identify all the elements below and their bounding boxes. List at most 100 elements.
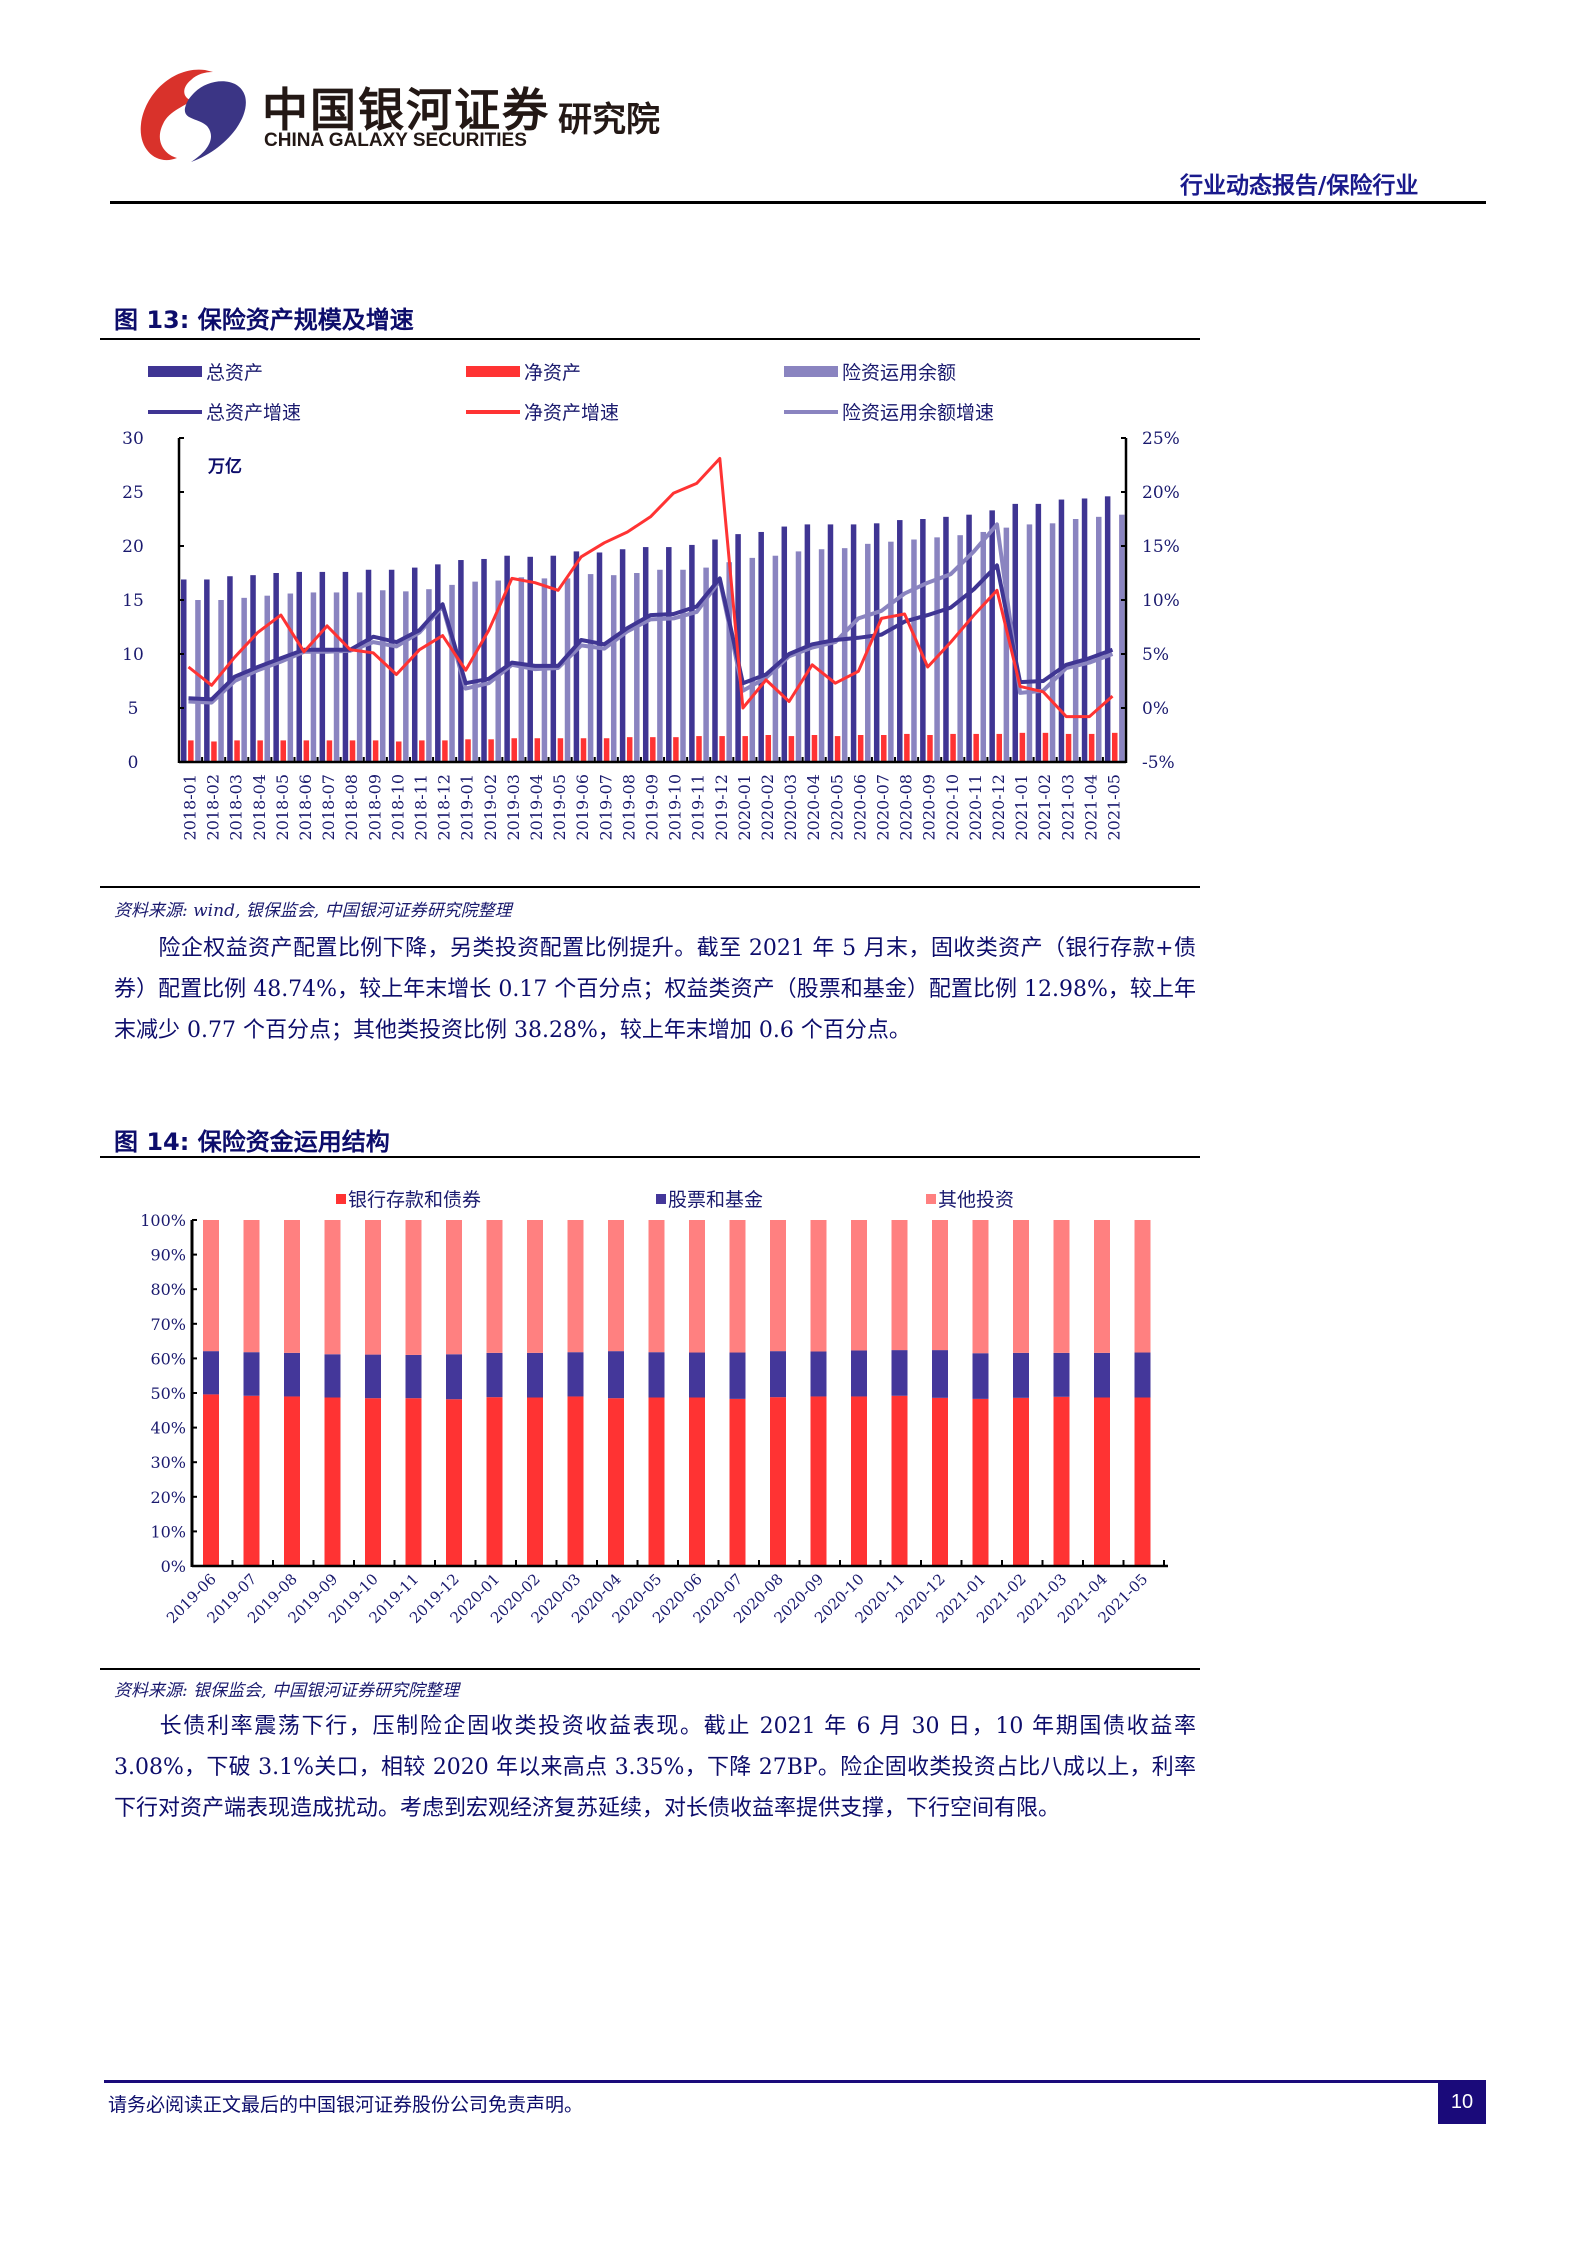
bar xyxy=(934,537,940,762)
x-tick-label: 2018-04 xyxy=(250,774,269,840)
stacked-bar-segment xyxy=(689,1352,705,1398)
bar xyxy=(634,573,640,762)
bar xyxy=(673,737,679,762)
stacked-bar-segment xyxy=(1053,1220,1070,1353)
bar xyxy=(712,539,718,762)
figure-13-chart: 总资产 净资产 险资运用余额 总资产增速 净资产增速 险资运用余额增速 万亿 0 5 10 15 20… xyxy=(100,360,1200,880)
bar xyxy=(689,544,695,762)
logo-chinese-name: 中国银河证券 xyxy=(262,83,550,137)
x-tick-label: 2019-04 xyxy=(527,774,546,840)
x-tick-label: 2018-06 xyxy=(296,774,315,840)
svg-text:100%: 100% xyxy=(140,1211,186,1230)
bar xyxy=(296,571,302,762)
bar xyxy=(1119,514,1125,762)
x-tick-label: 2021-03 xyxy=(1058,774,1077,840)
unit-label: 万亿 xyxy=(207,456,242,477)
legend-item: 总资产增速 xyxy=(148,402,301,424)
bar xyxy=(596,552,603,762)
bar xyxy=(181,579,187,762)
bar xyxy=(1065,733,1072,762)
bar xyxy=(950,733,956,762)
x-tick-label: 2020-03 xyxy=(781,774,800,840)
svg-text:15: 15 xyxy=(122,591,144,611)
bar xyxy=(326,740,333,762)
bar xyxy=(619,549,626,762)
x-tick-label: 2019-10 xyxy=(666,774,685,840)
bar xyxy=(241,597,247,762)
svg-text:-5%: -5% xyxy=(1142,753,1175,773)
svg-text:15%: 15% xyxy=(1142,537,1180,557)
x-tick-label: 2020-11 xyxy=(966,774,985,840)
stacked-bar-segment xyxy=(324,1397,341,1566)
line-series xyxy=(187,457,1114,719)
bar xyxy=(395,741,402,762)
stacked-bar-segment xyxy=(567,1396,584,1566)
x-tick-label: 2019-05 xyxy=(550,774,569,840)
bar xyxy=(435,564,441,762)
svg-text:20%: 20% xyxy=(1142,483,1180,503)
bar xyxy=(204,579,210,762)
bar xyxy=(1096,516,1102,762)
bar xyxy=(610,575,617,762)
svg-text:0%: 0% xyxy=(161,1557,186,1576)
galaxy-logo-icon xyxy=(140,69,246,162)
stacked-bar-segment xyxy=(1094,1220,1110,1353)
svg-text:总资产增速: 总资产增速 xyxy=(206,402,301,424)
bar xyxy=(303,740,310,762)
bar xyxy=(1019,732,1026,762)
company-logo xyxy=(135,62,250,167)
bar xyxy=(980,531,987,762)
stacked-bar-segment xyxy=(891,1220,908,1351)
stacked-bar-segment xyxy=(243,1395,260,1566)
bar xyxy=(472,581,478,762)
line-series xyxy=(188,563,1114,702)
stacked-bar-segment xyxy=(1013,1220,1029,1353)
paragraph-bond-yield: 长债利率震荡下行，压制险企固收类投资收益表现。截止 2021 年 6 月 30 … xyxy=(114,1706,1196,1829)
bar xyxy=(881,735,887,762)
bar xyxy=(257,740,263,762)
bar xyxy=(1026,524,1033,762)
stacked-bar-segment xyxy=(729,1398,746,1566)
bar xyxy=(379,590,386,762)
header-divider xyxy=(110,201,1486,204)
bar xyxy=(264,595,270,762)
bar xyxy=(310,592,317,762)
stacked-bar-segment xyxy=(1094,1397,1110,1566)
x-tick-label: 2018-07 xyxy=(319,774,338,840)
x-tick-label: 2019-07 xyxy=(596,774,615,840)
bar xyxy=(1003,527,1010,762)
bar xyxy=(749,557,756,762)
stacked-bar-segment xyxy=(608,1351,624,1399)
stacked-bar-segment xyxy=(243,1220,260,1353)
x-tick-label: 2018-05 xyxy=(273,774,292,840)
bar xyxy=(403,591,409,762)
stacked-bar-segment xyxy=(203,1220,219,1352)
x-tick-label: 2018-01 xyxy=(181,774,200,840)
bar xyxy=(765,735,772,762)
figure-13-top-rule xyxy=(100,338,1200,340)
bar xyxy=(920,519,926,762)
bar xyxy=(511,738,517,762)
svg-text:股票和基金: 股票和基金 xyxy=(668,1189,763,1211)
bar xyxy=(504,555,510,762)
svg-text:10: 10 xyxy=(122,645,144,665)
stacked-bar-segment xyxy=(446,1399,462,1566)
x-tick-label: 2020-06 xyxy=(850,774,869,840)
bar xyxy=(650,737,656,762)
x-tick-label: 2020-02 xyxy=(758,774,777,840)
bar xyxy=(388,569,395,762)
stacked-bar-segment xyxy=(1053,1352,1070,1397)
stacked-bar-segment xyxy=(446,1354,462,1400)
stacked-bar-segment xyxy=(486,1220,503,1353)
x-tick-label: 2018-10 xyxy=(388,774,407,840)
svg-text:险资运用余额: 险资运用余额 xyxy=(842,362,956,384)
footer-disclaimer: 请务必阅读正文最后的中国银河证券股份公司免责声明。 xyxy=(108,2094,584,2116)
bar xyxy=(534,738,541,762)
bar xyxy=(666,547,672,762)
stacked-bar-segment xyxy=(648,1397,665,1566)
svg-text:70%: 70% xyxy=(150,1315,186,1334)
bar xyxy=(657,569,663,762)
legend-item: 股票和基金 xyxy=(656,1189,763,1211)
bar xyxy=(719,736,725,762)
stacked-bar-segment xyxy=(972,1398,989,1566)
